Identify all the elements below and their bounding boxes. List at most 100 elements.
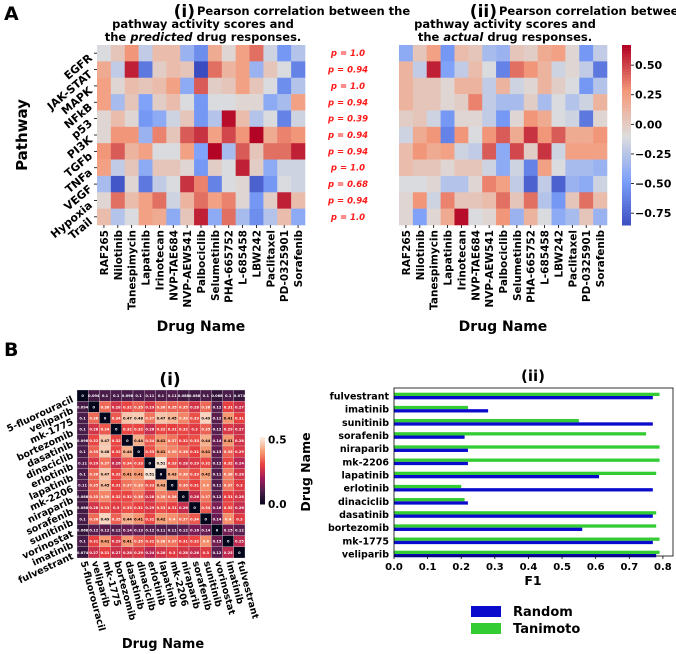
heatmap-cell — [412, 143, 428, 160]
heatmap-cell — [496, 192, 511, 209]
x-tick-label: Irinotecan — [456, 230, 468, 290]
heatmap-predicted: (i) Pearson correlation between thepathwa… — [13, 2, 410, 335]
cell-value: 0.39 — [134, 484, 143, 488]
heatmap-cell — [496, 110, 511, 128]
legend-swatch-tanimoto — [471, 623, 501, 634]
heatmap-cell — [579, 94, 594, 111]
cell-value: 0.11 — [145, 394, 154, 398]
heatmap-cell — [235, 110, 250, 128]
cell-value: 0.4 — [169, 517, 176, 521]
heatmap-cell — [454, 175, 469, 193]
heatmap-cell — [110, 159, 126, 177]
cell-value: 0.12 — [213, 495, 222, 499]
colorbar-segment — [260, 443, 265, 447]
cell-value: 0.32 — [123, 428, 132, 432]
cell-value: 0.12 — [145, 529, 154, 533]
colorbar-segment — [260, 463, 265, 467]
colorbar-tick-label: −0.50 — [635, 178, 672, 191]
cell-value: 0.32 — [112, 495, 121, 499]
cell-value: 0.33 — [168, 461, 177, 465]
colorbar-segment — [622, 222, 631, 226]
colorbar-segment — [260, 490, 265, 494]
heatmap-cell — [551, 143, 566, 160]
heatmap-cell — [593, 61, 608, 79]
colorbar-segment — [260, 459, 265, 463]
heatmap-cell — [138, 175, 153, 193]
cell-value: 0.28 — [235, 495, 244, 499]
heatmap-cell — [551, 61, 566, 79]
cell-value: 0.12 — [89, 529, 98, 533]
cell-value: 0.36 — [201, 405, 210, 409]
bar-tanimoto — [394, 498, 465, 502]
heatmap-cell — [194, 192, 209, 209]
cell-value: 0.39 — [168, 450, 177, 454]
heatmap-cell — [263, 143, 278, 160]
heatmap-cell — [412, 126, 428, 144]
cell-value: 0.32 — [224, 461, 233, 465]
heatmap-cell — [399, 94, 414, 111]
cell-value: 0.16 — [213, 506, 222, 510]
heatmap-cell — [509, 159, 525, 177]
cell-value: 0.11 — [213, 473, 222, 477]
title-line: the predicted drug responses. — [105, 30, 302, 44]
cell-value: 0.1 — [102, 394, 109, 398]
heatmap-cell — [97, 77, 112, 95]
y-tick-label: fulvestrant — [330, 392, 390, 403]
heatmap-cell — [110, 45, 126, 62]
heatmap-cell — [468, 77, 483, 95]
bar-tanimoto — [394, 458, 660, 462]
cell-value: 0.33 — [190, 473, 199, 477]
heatmap-cell — [482, 77, 497, 95]
heatmap-cell — [509, 94, 525, 111]
cell-value: 0.41 — [157, 439, 166, 443]
heatmap-cell — [138, 143, 153, 160]
cell-value: 0.1 — [79, 473, 86, 477]
cell-value: 0.41 — [224, 417, 233, 421]
heatmap-cell — [399, 159, 414, 177]
colorbar-segment — [622, 57, 631, 61]
bar-random — [394, 501, 468, 505]
heatmap-cell — [468, 143, 483, 160]
p-value: p = 0.68 — [327, 180, 368, 190]
colorbar-segment — [622, 198, 631, 202]
cell-value: 0.088 — [77, 495, 89, 499]
heatmap-cell — [124, 126, 139, 144]
heatmap-cell — [166, 159, 181, 177]
heatmap-cell — [180, 175, 195, 193]
heatmap-cell — [291, 143, 306, 160]
bar-random — [394, 475, 600, 479]
heatmap-cell — [235, 126, 250, 144]
heatmap-cell — [523, 94, 538, 111]
colorbar-segment — [260, 488, 265, 492]
cell-value: 0.37 — [123, 484, 132, 488]
heatmap-cell — [221, 159, 236, 177]
cell-value: 0.31 — [235, 417, 244, 421]
colorbar-tick-label: 0.50 — [635, 59, 662, 72]
cell-value: 0.36 — [179, 484, 188, 488]
title-line: the actual drug responses. — [418, 30, 592, 44]
cell-value: 0.42 — [201, 473, 210, 477]
heatmap-cell — [537, 110, 552, 128]
p-value: p = 0.94 — [327, 147, 368, 157]
colorbar-segment — [622, 207, 631, 211]
cell-value: 0.29 — [190, 461, 199, 465]
p-value: p = 0.39 — [327, 115, 368, 125]
cell-value: 0.074 — [234, 394, 246, 398]
heatmap-cell — [537, 61, 552, 79]
heatmap-cell — [249, 94, 264, 111]
x-tick-label: Selumetinib — [210, 230, 222, 302]
cell-value: 0.27 — [112, 551, 121, 555]
heatmap-cell — [166, 175, 181, 193]
heatmap-cell — [97, 208, 112, 226]
bar-random — [394, 435, 465, 439]
cell-value: 0.088 — [178, 394, 190, 398]
heatmap-cell — [291, 175, 306, 193]
colorbar-segment — [622, 129, 631, 133]
heatmap-cell — [277, 208, 292, 226]
colorbar-segment — [622, 99, 631, 103]
cell-value: 0.28 — [179, 551, 188, 555]
heatmap-cell — [482, 208, 497, 226]
colorbar-segment — [622, 72, 631, 76]
cell-value: 0.4 — [203, 484, 210, 488]
heatmap-cell — [579, 143, 594, 160]
